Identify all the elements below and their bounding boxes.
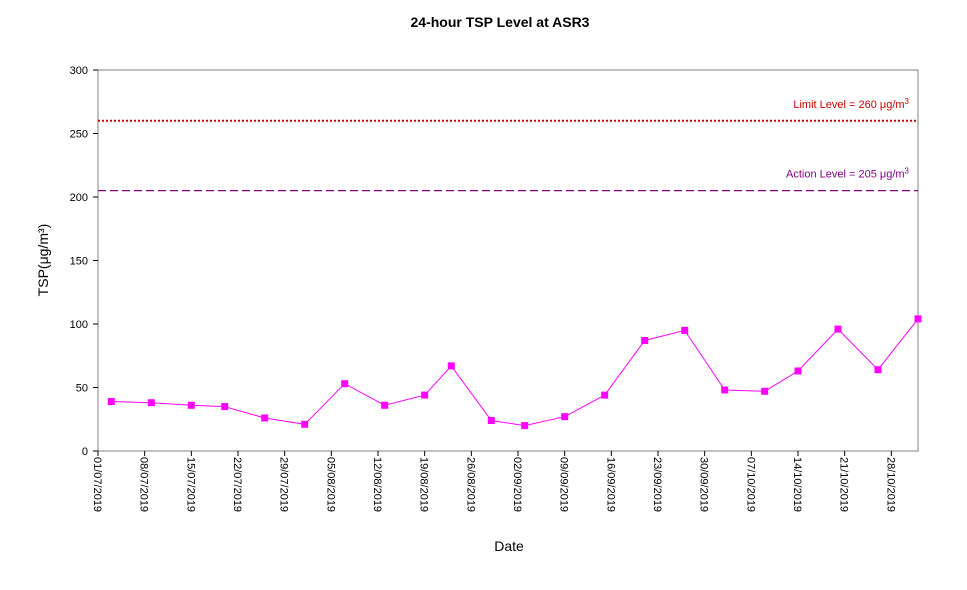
x-axis: 01/07/2019 08/07/2019 15/07/2019 22/07/2019… [91, 451, 896, 512]
y-axis-label: TSP(μg/m³) [35, 224, 51, 297]
series-tsp [107, 315, 922, 430]
x-tick-label: 23/09/2019 [651, 457, 663, 512]
x-tick-label: 30/09/2019 [698, 457, 710, 512]
data-point [261, 414, 269, 422]
x-tick-label: 29/07/2019 [278, 457, 290, 512]
data-point [487, 417, 495, 424]
data-point [147, 399, 155, 407]
x-tick-label: 01/07/2019 [91, 457, 103, 512]
y-tick-label: 300 [70, 65, 88, 77]
data-point [601, 391, 609, 399]
data-point [421, 391, 429, 399]
x-tick-label: 12/08/2019 [371, 457, 383, 512]
reference-lines: Limit Level = 260 μg/m3 Action Level = 20… [98, 97, 918, 192]
y-tick-label: 0 [82, 446, 88, 458]
y-tick-label: 200 [70, 192, 88, 204]
data-point [834, 325, 842, 333]
data-point [914, 315, 922, 323]
x-tick-label: 15/07/2019 [184, 457, 196, 512]
data-point [681, 326, 689, 334]
plot-area [97, 69, 919, 452]
data-point [641, 337, 649, 344]
data-point [761, 387, 769, 395]
x-tick-label: 19/08/2019 [418, 457, 430, 512]
x-tick-label: 26/08/2019 [464, 457, 476, 512]
x-tick-label: 16/09/2019 [604, 457, 616, 512]
x-tick-label: 08/07/2019 [138, 457, 150, 512]
x-tick-label: 14/10/2019 [791, 457, 803, 512]
x-tick-label: 07/10/2019 [744, 457, 756, 512]
x-tick-label: 21/10/2019 [838, 457, 850, 512]
series-line [111, 318, 919, 427]
data-point [521, 422, 529, 430]
x-tick-label: 02/09/2019 [511, 457, 523, 512]
data-point [301, 420, 309, 428]
x-tick-label: 28/10/2019 [884, 457, 896, 512]
action-level-label: Action Level = 205 μg/m3 [786, 167, 910, 181]
data-point [794, 367, 802, 375]
x-axis-label: Date [494, 538, 524, 554]
data-point [221, 403, 229, 411]
y-tick-label: 50 [76, 383, 88, 395]
data-point [721, 386, 729, 394]
data-point [107, 398, 115, 405]
x-tick-label: 09/09/2019 [558, 457, 570, 512]
limit-level-label: Limit Level = 260 μg/m3 [793, 97, 909, 111]
y-axis: 0 50 100 150 200 250 300 [70, 65, 98, 458]
y-tick-label: 250 [70, 129, 88, 141]
data-point [447, 362, 455, 370]
chart-title: 24-hour TSP Level at ASR3 [411, 14, 590, 30]
x-tick-label: 05/08/2019 [324, 457, 336, 512]
data-point [187, 401, 195, 409]
y-tick-label: 100 [70, 319, 88, 331]
y-tick-label: 150 [70, 256, 88, 268]
data-point [874, 366, 882, 374]
data-point [341, 380, 349, 388]
data-point [381, 401, 389, 409]
x-tick-label: 22/07/2019 [231, 457, 243, 512]
data-point [561, 413, 569, 421]
